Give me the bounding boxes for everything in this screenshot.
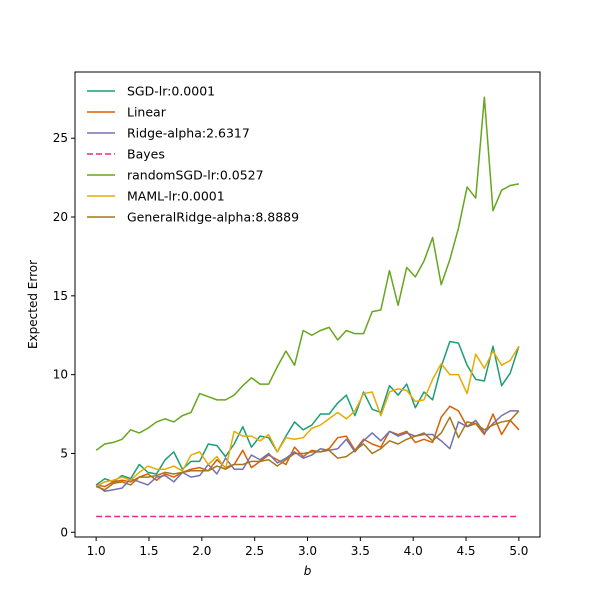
- y-tick-label: 5: [60, 446, 68, 460]
- legend-label-3: Bayes: [127, 147, 165, 162]
- legend-label-2: Ridge-alpha:2.6317: [127, 126, 250, 141]
- series-line-4: [95, 96, 519, 451]
- x-axis-label: b: [304, 564, 312, 578]
- x-tick-label: 4.0: [404, 544, 423, 558]
- x-tick-label: 2.5: [245, 544, 264, 558]
- series-line-5: [95, 345, 520, 488]
- x-tick-label: 1.5: [139, 544, 158, 558]
- x-tick-label: 3.0: [298, 544, 317, 558]
- series-line-6: [95, 410, 520, 491]
- x-tick-label: 1.0: [87, 544, 106, 558]
- y-tick-label: 25: [53, 131, 68, 145]
- x-axis: 1.0 1.5 2.0 2.5 3.0 3.5 4.0 4.5 5.0: [87, 537, 528, 558]
- legend-label-5: MAML-lr:0.0001: [127, 189, 225, 204]
- legend-label-0: SGD-lr:0.0001: [127, 84, 215, 99]
- x-tick-label: 2.0: [192, 544, 211, 558]
- plot-lines: [95, 96, 520, 518]
- y-tick-label: 20: [53, 210, 68, 224]
- y-tick-label: 0: [60, 525, 68, 539]
- legend-label-1: Linear: [127, 105, 167, 120]
- series-line-1: [96, 405, 520, 488]
- legend: SGD-lr:0.0001 Linear Ridge-alpha:2.6317 Bay…: [87, 84, 299, 225]
- y-tick-label: 10: [53, 368, 68, 382]
- y-tick-label: 15: [53, 289, 68, 303]
- legend-label-6: GeneralRidge-alpha:8.8889: [127, 210, 299, 225]
- x-tick-label: 3.5: [351, 544, 370, 558]
- x-tick-label: 4.5: [456, 544, 475, 558]
- series-line-2: [95, 410, 519, 493]
- x-tick-label: 5.0: [509, 544, 528, 558]
- legend-label-4: randomSGD-lr:0.0527: [127, 168, 264, 183]
- y-axis-label: Expected Error: [26, 260, 40, 349]
- series-line-0: [95, 340, 520, 486]
- y-axis: 0 5 10 15 20 25: [53, 131, 75, 539]
